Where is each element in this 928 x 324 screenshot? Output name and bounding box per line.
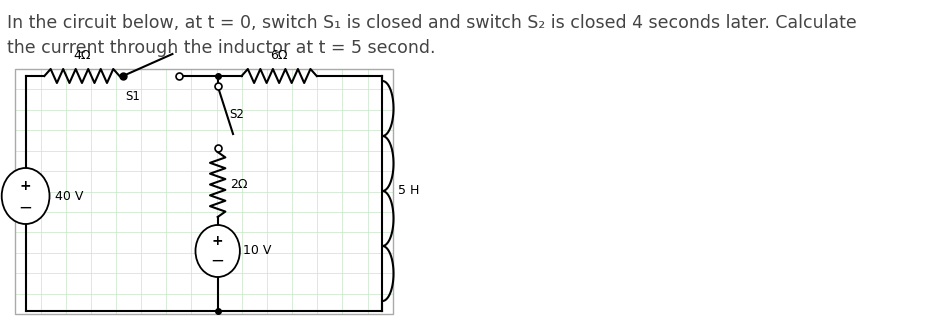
Text: 4Ω: 4Ω (73, 49, 91, 62)
Text: the current through the inductor at t = 5 second.: the current through the inductor at t = … (6, 39, 435, 57)
Text: −: − (211, 252, 225, 270)
Text: In the circuit below, at t = 0, switch S₁ is closed and switch S₂ is closed 4 se: In the circuit below, at t = 0, switch S… (6, 14, 856, 32)
Text: 40 V: 40 V (55, 190, 83, 202)
Text: +: + (19, 179, 32, 193)
Text: 2Ω: 2Ω (229, 178, 247, 191)
Text: 10 V: 10 V (243, 245, 271, 258)
Text: −: − (19, 199, 32, 217)
Text: S1: S1 (125, 90, 140, 103)
Circle shape (2, 168, 49, 224)
Text: +: + (212, 234, 224, 248)
Circle shape (195, 225, 239, 277)
Text: S2: S2 (229, 108, 244, 121)
Text: 5 H: 5 H (397, 184, 419, 198)
Bar (16, 69, 393, 314)
Text: 6Ω: 6Ω (270, 49, 288, 62)
